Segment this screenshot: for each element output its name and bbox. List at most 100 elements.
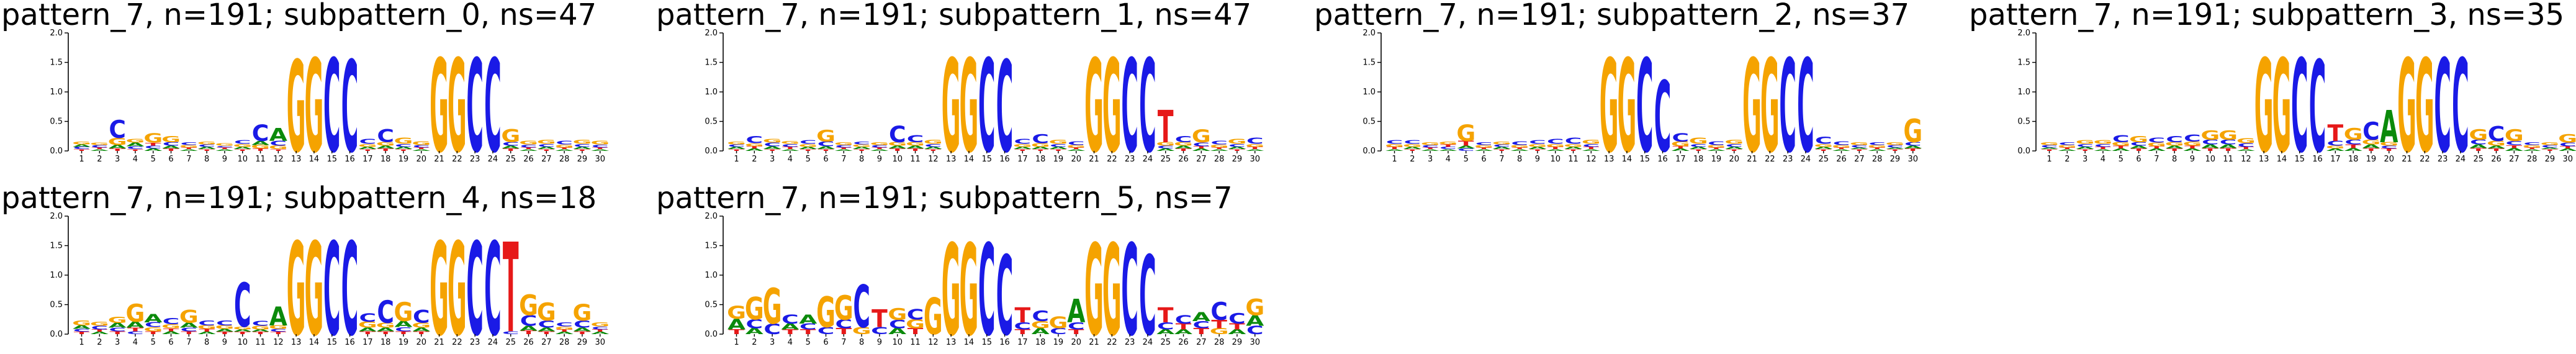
logo-letter-A: A: [359, 327, 377, 332]
logo-letter-G: G: [1245, 143, 1264, 148]
logo-letter-A: A: [745, 148, 763, 152]
logo-letter-C: C: [2220, 138, 2237, 146]
x-tick-label: 14: [1622, 155, 1633, 164]
logo-letter-G: G: [143, 326, 163, 332]
logo-letter-A: A: [745, 327, 763, 336]
logo-letter-A: A: [126, 142, 144, 147]
x-tick-label: 21: [1089, 338, 1099, 347]
logo-letter-C: C: [574, 319, 591, 330]
logo-letter-G: G: [763, 279, 782, 335]
x-tick-label: 15: [327, 338, 337, 347]
logo-letter-A: A: [1032, 327, 1050, 336]
logo-stack: G: [287, 216, 306, 354]
logo-letter-C: C: [538, 143, 556, 148]
logo-letter-G: G: [394, 297, 413, 327]
logo-letter-T: T: [782, 146, 799, 150]
logo-letter-A: A: [1528, 146, 1546, 150]
logo-letter-T: T: [181, 147, 198, 150]
logo-stack: TAC: [781, 312, 799, 335]
x-tick-label: 30: [595, 338, 605, 347]
x-tick-label: 12: [273, 338, 284, 347]
x-tick-label: 25: [1818, 155, 1829, 164]
y-tick-label: 0.5: [1362, 117, 1376, 127]
logo-stack: G: [2254, 32, 2274, 181]
x-tick-label: 27: [541, 338, 552, 347]
logo-letter-C: C: [234, 271, 251, 341]
logo-letter-G: G: [906, 317, 925, 332]
logo-letter-C: C: [728, 144, 745, 148]
logo-letter-T: T: [907, 327, 924, 336]
logo-letter-G: G: [1084, 219, 1104, 354]
logo-letter-A: A: [1814, 146, 1832, 150]
logo-letter-G: G: [1492, 141, 1511, 145]
logo-letter-A: A: [251, 329, 269, 333]
logo-letter-C: C: [2076, 143, 2094, 148]
x-tick-label: 27: [541, 155, 552, 164]
logo-letter-C: C: [1833, 141, 1850, 147]
logo-letter-A: A: [109, 144, 127, 150]
logo-letter-G: G: [519, 289, 538, 322]
logo-letter-C: C: [1121, 32, 1138, 181]
logo-letter-C: C: [835, 145, 853, 148]
logo-letter-G: G: [72, 319, 91, 327]
x-tick-label: 25: [505, 155, 516, 164]
panel-title: pattern_7, n=191; subpattern_0, ns=47: [1, 0, 597, 32]
logo-letter-G: G: [1102, 219, 1122, 354]
logo-letter-C: C: [799, 140, 817, 145]
x-tick-label: 6: [1481, 155, 1486, 164]
logo-letter-A: A: [2201, 143, 2219, 149]
logo-letter-T: T: [1194, 146, 1210, 150]
x-tick-label: 25: [505, 338, 516, 347]
logo-letter-A: A: [2523, 148, 2542, 152]
logo-letter-T: T: [521, 147, 538, 150]
logo-letter-G: G: [834, 142, 853, 146]
logo-letter-G: G: [519, 140, 538, 146]
x-tick-label: 14: [309, 155, 320, 164]
logo-stack: TCT: [1014, 304, 1032, 335]
logo-letter-T: T: [1458, 140, 1474, 147]
logo-letter-A: A: [556, 148, 574, 152]
logo-letter-T: T: [800, 148, 817, 152]
logo-letter-A: A: [1192, 311, 1211, 325]
logo-letter-G: G: [108, 315, 127, 325]
logo-letter-T: T: [1529, 148, 1546, 152]
logo-letter-T: T: [1211, 318, 1227, 331]
logo-letter-A: A: [781, 322, 799, 331]
logo-letter-C: C: [2452, 32, 2469, 181]
logo-stack: C: [1654, 61, 1672, 174]
x-tick-label: 19: [2366, 155, 2377, 164]
logo-letter-G: G: [1886, 142, 1905, 146]
logo-letter-C: C: [907, 133, 924, 144]
logo-letter-T: T: [271, 331, 287, 335]
logo-letter-C: C: [1228, 143, 1246, 148]
y-tick-label: 1.0: [705, 271, 718, 280]
x-tick-label: 3: [2083, 155, 2087, 164]
x-tick-label: 13: [291, 155, 302, 164]
logo-letter-G: G: [2272, 32, 2292, 181]
panel-title: pattern_7, n=191; subpattern_2, ns=37: [1314, 0, 1909, 32]
logo-letter-G: G: [108, 136, 127, 147]
logo-stack: G: [430, 216, 449, 354]
y-tick-label: 2.0: [2017, 29, 2030, 38]
logo-letter-G: G: [1403, 143, 1422, 148]
logo-letter-T: T: [556, 329, 573, 333]
logo-letter-A: A: [1582, 148, 1601, 152]
logo-letter-G: G: [1689, 137, 1708, 146]
y-tick-label: 1.0: [50, 271, 63, 280]
logo-stack: C: [466, 216, 484, 354]
logo-letter-G: G: [358, 143, 377, 148]
